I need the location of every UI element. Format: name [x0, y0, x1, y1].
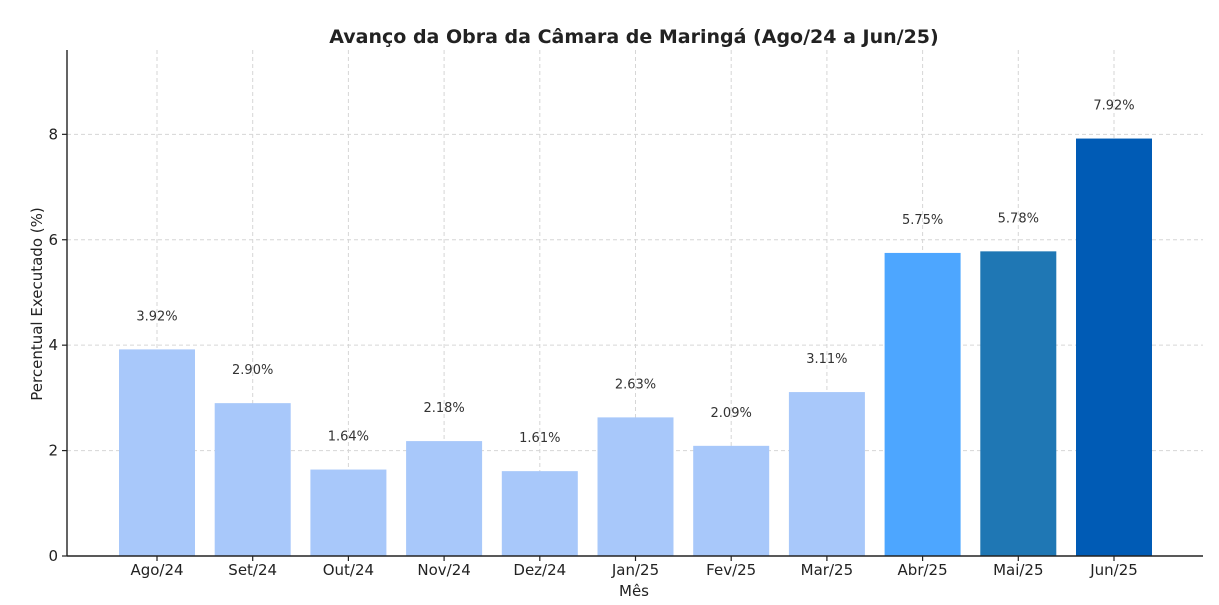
y-ticks: 0 2 4 6 8	[48, 125, 67, 565]
data-label-1: 2.90%	[232, 363, 273, 378]
y-tick-label: 2	[48, 442, 58, 460]
data-label-3: 2.18%	[423, 401, 464, 416]
bar-9	[980, 251, 1057, 557]
data-labels: 3.92% 2.90% 1.64% 2.18% 1.61% 2.63% 2.09% 3.11%…	[136, 99, 1134, 447]
data-label-9: 5.78%	[998, 211, 1039, 226]
x-tick-label: Jun/25	[1089, 561, 1138, 579]
data-label-2: 1.64%	[328, 430, 369, 445]
bar-0	[119, 349, 195, 556]
x-tick-label: Ago/24	[130, 561, 183, 579]
bars	[119, 138, 1152, 557]
x-tick-label: Nov/24	[417, 561, 470, 579]
bar-5	[597, 417, 674, 556]
bar-10	[1076, 138, 1152, 557]
x-tick-label: Fev/25	[706, 561, 756, 579]
y-tick-label: 0	[48, 547, 58, 565]
x-tick-label: Dez/24	[513, 561, 566, 579]
data-label-5: 2.63%	[615, 377, 656, 392]
bar-6	[693, 445, 770, 556]
bar-1	[214, 403, 291, 556]
chart-title: Avanço da Obra da Câmara de Maringá (Ago…	[329, 26, 938, 48]
data-label-10: 7.92%	[1093, 99, 1134, 114]
bar-2	[310, 469, 387, 556]
y-axis-label: Percentual Executado (%)	[28, 207, 46, 400]
data-label-8: 5.75%	[902, 213, 943, 228]
x-axis-label: Mês	[619, 582, 649, 600]
x-tick-label: Mar/25	[801, 561, 853, 579]
data-label-4: 1.61%	[519, 431, 560, 446]
y-tick-label: 6	[48, 231, 58, 249]
bar-3	[406, 441, 483, 556]
x-ticks: Ago/24 Set/24 Out/24 Nov/24 Dez/24 Jan/25 Fev/…	[130, 556, 1138, 579]
data-label-0: 3.92%	[136, 309, 177, 324]
x-tick-label: Mai/25	[993, 561, 1043, 579]
bar-7	[788, 392, 865, 556]
bar-4	[501, 471, 578, 556]
x-tick-label: Out/24	[323, 561, 374, 579]
y-tick-label: 8	[48, 125, 58, 143]
y-tick-label: 4	[48, 336, 58, 354]
x-tick-label: Set/24	[228, 561, 277, 579]
data-label-6: 2.09%	[711, 406, 752, 421]
x-tick-label: Jan/25	[611, 561, 659, 579]
bar-8	[884, 252, 961, 557]
data-label-7: 3.11%	[806, 352, 847, 367]
x-tick-label: Abr/25	[898, 561, 948, 579]
